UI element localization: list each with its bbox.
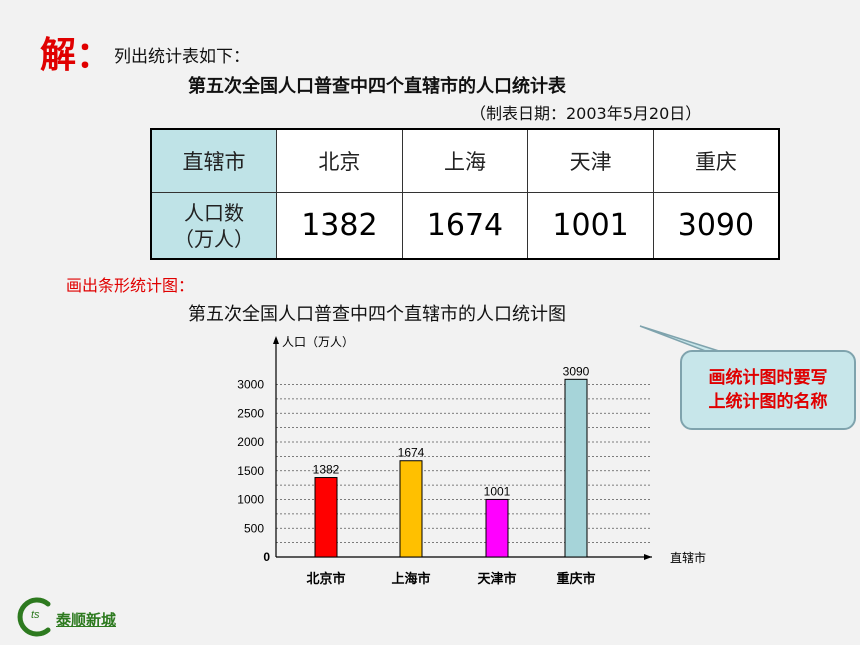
- bar-0: [314, 477, 338, 558]
- data-label: 3090: [563, 364, 590, 378]
- row-label-line2: （万人）: [174, 226, 255, 251]
- header-cell-beijing: 北京: [276, 128, 403, 193]
- draw-chart-label: 画出条形统计图：: [66, 276, 195, 295]
- x-tick-label: 上海市: [391, 571, 430, 587]
- y-tick-label: 2000: [237, 435, 264, 449]
- table-value-row: 人口数 （万人） 1382 1674 1001 3090: [150, 192, 780, 260]
- y-tick-label: 2500: [237, 406, 264, 420]
- table-title: 第五次全国人口普查中四个直辖市的人口统计表: [188, 76, 566, 97]
- y-axis-label: 人口（万人）: [282, 335, 354, 349]
- callout-line1: 画统计图时要写: [708, 368, 828, 388]
- y-tick-label: 500: [244, 521, 264, 535]
- data-label: 1382: [313, 463, 340, 477]
- callout-pointer: [639, 325, 723, 353]
- callout-line2: 上统计图的名称: [708, 392, 828, 412]
- bar-1: [399, 460, 423, 558]
- logo-text: 泰顺新城: [56, 611, 117, 629]
- y-tick-label: 1000: [237, 493, 264, 507]
- logo-mark: ts: [31, 609, 40, 621]
- value-cell-tianjin: 1001: [527, 192, 654, 260]
- value-cell-chongqing: 3090: [652, 192, 780, 260]
- row-label-line1: 人口数: [184, 200, 245, 225]
- x-tick-label: 天津市: [477, 571, 516, 587]
- x-axis-arrow: [644, 554, 652, 560]
- x-tick-label: 北京市: [306, 571, 345, 587]
- table-header-row: 直辖市 北京 上海 天津 重庆: [150, 128, 780, 193]
- logo-icon: ts: [17, 597, 51, 637]
- header-cell-city: 直辖市: [150, 128, 278, 193]
- y-tick-label: 0: [263, 550, 270, 564]
- statistics-table: 直辖市 北京 上海 天津 重庆 人口数 （万人） 1382 1674 1001 …: [150, 128, 780, 260]
- table-date: （制表日期：2003年5月20日）: [470, 104, 702, 123]
- x-tick-label: 重庆市: [556, 571, 595, 587]
- y-axis-arrow: [273, 336, 279, 344]
- y-tick-label: 1500: [237, 464, 264, 478]
- callout-box: 画统计图时要写 上统计图的名称: [680, 350, 856, 430]
- chart-title: 第五次全国人口普查中四个直辖市的人口统计图: [188, 304, 566, 325]
- y-tick-label: 3000: [237, 378, 264, 392]
- header-cell-chongqing: 重庆: [652, 128, 780, 193]
- data-label: 1674: [398, 446, 425, 460]
- callout-text: 画统计图时要写 上统计图的名称: [682, 366, 854, 414]
- intro-text: 列出统计表如下：: [114, 47, 250, 67]
- solution-marker: 解：: [40, 34, 113, 76]
- row-label-population: 人口数 （万人）: [150, 192, 278, 260]
- value-cell-beijing: 1382: [276, 192, 403, 260]
- data-label: 1001: [484, 484, 511, 498]
- bar-3: [564, 378, 588, 558]
- value-cell-shanghai: 1674: [401, 192, 529, 260]
- bar-2: [485, 498, 509, 558]
- x-axis-label: 直辖市: [670, 550, 706, 565]
